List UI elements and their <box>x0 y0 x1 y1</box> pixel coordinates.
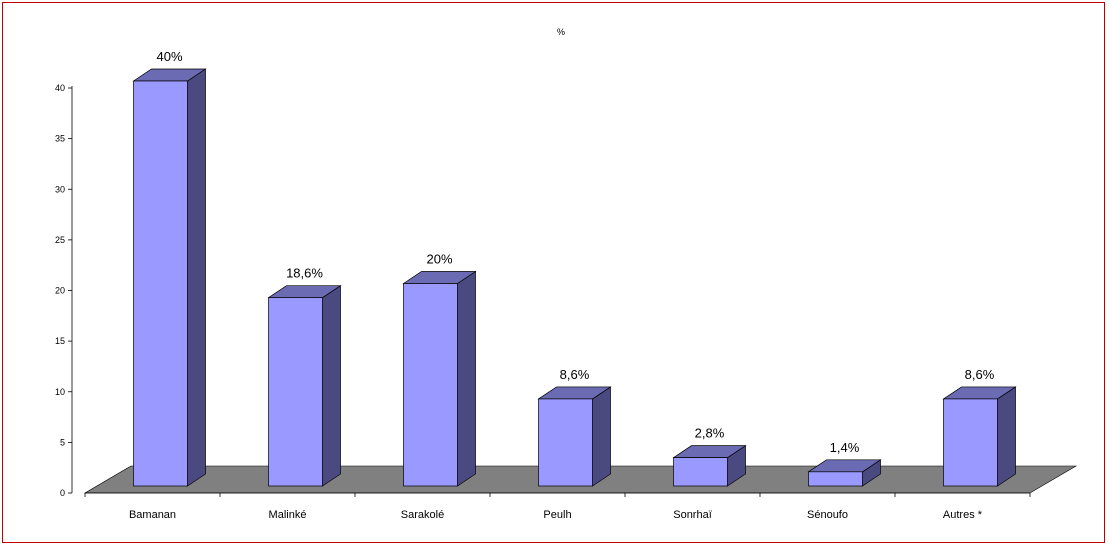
y-tick-label: 35 <box>55 134 65 144</box>
chart-title: % <box>557 27 565 37</box>
y-tick-label: 15 <box>55 336 65 346</box>
data-label: 18,6% <box>286 266 323 281</box>
bar-front <box>268 297 323 487</box>
category-label: Sarakolé <box>401 509 444 521</box>
data-label: 1,4% <box>830 440 860 455</box>
bar-front <box>133 80 188 487</box>
bar-side <box>997 386 1016 487</box>
y-tick-label: 5 <box>60 437 65 447</box>
data-label: 8,6% <box>560 367 590 382</box>
category-label: Peulh <box>543 509 571 521</box>
category-label: Sonrhaï <box>673 509 712 521</box>
bar-front <box>943 398 998 487</box>
y-tick-label: 20 <box>55 286 65 296</box>
data-label: 2,8% <box>695 426 725 441</box>
bar-side <box>592 386 611 487</box>
bar <box>672 444 747 487</box>
bar-front <box>403 283 458 487</box>
data-label: 20% <box>426 252 452 267</box>
y-tick-label: 0 <box>60 488 65 498</box>
y-tick-label: 10 <box>55 387 65 397</box>
data-label: 40% <box>156 49 182 64</box>
category-label: Malinké <box>269 509 307 521</box>
bar <box>537 386 612 487</box>
bar-side <box>322 285 341 487</box>
bar-side <box>457 270 476 487</box>
y-tick-label: 40 <box>55 83 65 93</box>
category-label: Bamanan <box>129 509 176 521</box>
category-label: Autres * <box>943 509 983 521</box>
category-label: Sénoufo <box>807 509 848 521</box>
bar-front <box>673 457 728 487</box>
bar <box>942 386 1017 487</box>
bar <box>132 68 207 487</box>
bar-front <box>538 398 593 487</box>
bar <box>807 459 882 487</box>
y-tick-label: 30 <box>55 184 65 194</box>
bar <box>267 285 342 487</box>
bar-side <box>187 68 206 487</box>
bar <box>402 270 477 487</box>
data-label: 8,6% <box>965 367 995 382</box>
bar-front <box>808 471 863 487</box>
y-tick-label: 25 <box>55 235 65 245</box>
